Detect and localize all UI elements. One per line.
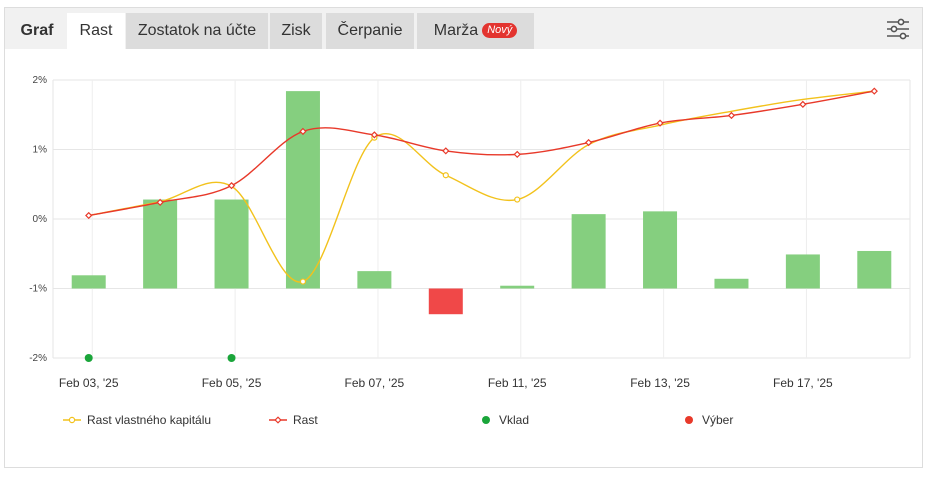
- deposit-marker: [84, 354, 93, 362]
- y-tick-label: 1%: [33, 145, 48, 156]
- equity-point: [299, 278, 307, 285]
- growth-point: [227, 181, 236, 190]
- new-badge: Nový: [482, 23, 518, 38]
- growth-point: [299, 127, 307, 136]
- equity-growth-line: [88, 90, 875, 283]
- legend-label: Rast vlastného kapitálu: [87, 413, 211, 427]
- tab-rast[interactable]: Rast: [67, 13, 125, 49]
- event-markers: [84, 354, 236, 362]
- x-tick-label: Feb 17, '25: [773, 376, 833, 390]
- equity-point: [514, 196, 521, 203]
- x-tick-label: Feb 11, '25: [488, 376, 547, 390]
- growth-point: [870, 87, 878, 95]
- deposit-marker: [227, 354, 236, 362]
- x-tick-label: Feb 13, '25: [630, 376, 690, 390]
- bar: [643, 211, 678, 289]
- tab-marza-label: Marža: [433, 22, 479, 39]
- x-tick-label: Feb 03, '25: [59, 376, 119, 390]
- legend-equity-marker: [68, 416, 76, 424]
- growth-point: [370, 131, 379, 139]
- bar: [214, 199, 249, 289]
- growth-point: [513, 150, 521, 159]
- bar: [71, 275, 106, 289]
- sliders-icon: [887, 18, 909, 40]
- tab-zostatok-na-ucte[interactable]: Zostatok na účte: [126, 13, 268, 49]
- bar: [571, 214, 606, 289]
- x-axis-labels: Feb 03, '25 Feb 05, '25 Feb 07, '25 Feb 11,…: [59, 376, 833, 390]
- y-tick-label: 0%: [33, 214, 48, 225]
- legend-growth-marker: [274, 416, 282, 424]
- legend-label: Výber: [702, 413, 733, 427]
- legend-label: Rast: [293, 413, 318, 427]
- bar: [785, 254, 820, 289]
- y-axis-labels: 2% 1% 0% -1% -2%: [29, 75, 47, 364]
- line-series: [85, 87, 878, 285]
- growth-point: [156, 198, 164, 206]
- tab-marza[interactable]: Marža Nový: [417, 13, 534, 49]
- legend: Rast vlastného kapitálu Rast Vklad Výber: [63, 413, 733, 427]
- growth-point: [656, 119, 664, 127]
- growth-point: [584, 138, 593, 147]
- x-tick-label: Feb 07, '25: [345, 376, 405, 390]
- bar: [714, 278, 749, 289]
- y-tick-label: -1%: [29, 284, 47, 295]
- tab-graf: Graf: [20, 22, 54, 39]
- tab-zisk[interactable]: Zisk: [270, 13, 322, 49]
- bar: [285, 91, 320, 289]
- bar: [857, 250, 892, 289]
- y-tick-label: -2%: [29, 353, 47, 364]
- bar: [143, 199, 178, 289]
- growth-point: [442, 147, 450, 155]
- growth-point: [85, 211, 93, 220]
- legend-label: Vklad: [499, 413, 529, 427]
- settings-button[interactable]: [886, 17, 910, 41]
- x-tick-label: Feb 05, '25: [202, 376, 262, 390]
- legend-deposit-marker: [482, 416, 490, 424]
- growth-point: [799, 100, 807, 108]
- chart-grid: [52, 79, 911, 359]
- legend-withdrawal-marker: [685, 416, 693, 424]
- bar: [428, 288, 463, 315]
- growth-point: [727, 111, 736, 120]
- tab-bar: Graf Rast Zostatok na účte Zisk Čerpanie…: [5, 8, 922, 49]
- equity-point: [442, 172, 449, 179]
- tab-cerpanie[interactable]: Čerpanie: [326, 13, 414, 49]
- y-tick-label: 2%: [33, 75, 48, 86]
- bar: [500, 285, 535, 289]
- bar-series: [71, 91, 892, 315]
- growth-line: [88, 90, 875, 217]
- bar: [357, 271, 392, 289]
